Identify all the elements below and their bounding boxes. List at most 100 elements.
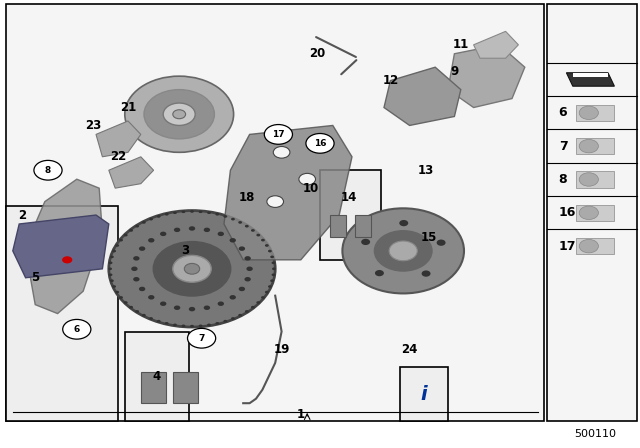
Circle shape (174, 306, 180, 310)
Circle shape (139, 287, 145, 291)
Circle shape (251, 229, 255, 232)
Bar (173, 372, 198, 403)
Circle shape (109, 211, 275, 327)
Circle shape (272, 267, 276, 270)
Text: 17: 17 (559, 240, 576, 253)
Circle shape (63, 319, 91, 339)
Circle shape (124, 234, 127, 237)
Circle shape (267, 196, 284, 207)
Circle shape (244, 256, 251, 261)
Bar (576, 105, 614, 121)
Polygon shape (13, 215, 109, 278)
Text: 22: 22 (110, 150, 127, 164)
Polygon shape (96, 121, 141, 157)
Circle shape (142, 314, 146, 317)
Circle shape (436, 240, 445, 246)
Circle shape (218, 302, 224, 306)
Text: 7: 7 (559, 140, 568, 153)
Circle shape (149, 317, 153, 320)
Circle shape (182, 324, 186, 327)
Text: 14: 14 (340, 190, 357, 204)
Circle shape (109, 273, 113, 276)
Circle shape (148, 295, 154, 300)
Circle shape (268, 285, 272, 288)
Circle shape (129, 306, 133, 309)
Circle shape (164, 322, 168, 325)
Circle shape (198, 324, 202, 327)
Circle shape (112, 250, 116, 252)
Circle shape (238, 314, 242, 317)
Circle shape (164, 213, 168, 215)
Text: 4: 4 (153, 370, 161, 383)
Circle shape (375, 270, 384, 276)
Polygon shape (566, 73, 614, 86)
Circle shape (160, 302, 166, 306)
Circle shape (245, 225, 249, 228)
Polygon shape (384, 67, 461, 125)
Bar (141, 372, 166, 403)
Circle shape (257, 234, 260, 237)
Circle shape (231, 218, 235, 220)
Polygon shape (474, 31, 518, 58)
Text: 21: 21 (120, 101, 136, 114)
Circle shape (204, 306, 210, 310)
Circle shape (207, 323, 211, 326)
Circle shape (173, 211, 177, 214)
Text: 8: 8 (45, 166, 51, 175)
Circle shape (244, 277, 251, 281)
Bar (355, 215, 371, 237)
Bar (576, 205, 614, 221)
Circle shape (189, 226, 195, 231)
Circle shape (124, 301, 127, 304)
Circle shape (239, 287, 245, 291)
Circle shape (204, 228, 210, 232)
Circle shape (144, 90, 214, 139)
Circle shape (119, 296, 123, 299)
Circle shape (133, 256, 140, 261)
Text: 500110: 500110 (574, 429, 616, 439)
Circle shape (270, 280, 274, 282)
Circle shape (579, 106, 598, 120)
Circle shape (246, 267, 253, 271)
Text: 24: 24 (401, 343, 418, 356)
Circle shape (216, 213, 220, 215)
Circle shape (579, 139, 598, 153)
Circle shape (148, 238, 154, 242)
Bar (320, 170, 381, 260)
Circle shape (182, 211, 186, 213)
Polygon shape (573, 73, 608, 77)
Circle shape (110, 280, 114, 282)
Text: 18: 18 (238, 190, 255, 204)
Circle shape (135, 310, 139, 313)
Text: 7: 7 (198, 334, 205, 343)
Bar (330, 215, 346, 237)
Circle shape (173, 110, 186, 119)
Circle shape (157, 320, 161, 323)
Circle shape (184, 263, 200, 274)
Circle shape (160, 232, 166, 236)
Circle shape (399, 220, 408, 226)
Circle shape (251, 306, 255, 309)
Circle shape (239, 246, 245, 251)
Circle shape (245, 310, 249, 313)
Bar (400, 367, 448, 421)
Circle shape (189, 307, 195, 311)
Polygon shape (224, 125, 352, 260)
Circle shape (579, 173, 598, 186)
Text: 3: 3 (182, 244, 189, 258)
Circle shape (34, 160, 62, 180)
Text: 10: 10 (302, 181, 319, 195)
Circle shape (361, 239, 370, 245)
Polygon shape (109, 157, 154, 188)
Polygon shape (448, 45, 525, 108)
Circle shape (190, 210, 194, 213)
Bar (547, 4, 637, 421)
Circle shape (188, 328, 216, 348)
Text: 16: 16 (559, 206, 576, 220)
Circle shape (125, 76, 234, 152)
Text: 8: 8 (559, 173, 567, 186)
Text: 9: 9 (451, 65, 458, 78)
Circle shape (230, 295, 236, 300)
Circle shape (261, 239, 265, 241)
Circle shape (264, 125, 292, 144)
